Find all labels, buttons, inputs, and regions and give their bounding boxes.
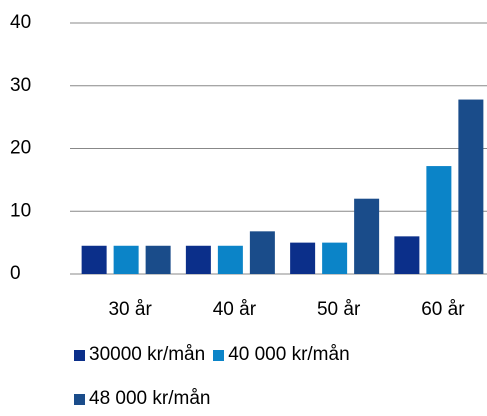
legend-label: 30000 kr/mån xyxy=(89,344,206,365)
y-tick-label: 20 xyxy=(10,138,31,159)
x-tick-label: 40 år xyxy=(213,299,257,320)
bar xyxy=(249,231,275,274)
bar xyxy=(185,245,211,274)
legend-swatch xyxy=(213,349,225,361)
legend-item: 48 000 kr/mån xyxy=(74,388,210,410)
bar xyxy=(113,245,139,274)
legend-item: 40 000 kr/mån xyxy=(213,344,350,366)
legend: 30000 kr/mån 40 000 kr/mån 48 000 kr/mån xyxy=(74,344,404,410)
bar xyxy=(354,198,380,274)
bar xyxy=(81,245,107,274)
x-tick-label: 50 år xyxy=(317,299,361,320)
bar xyxy=(322,242,348,274)
legend-item: 30000 kr/mån xyxy=(74,344,205,366)
x-tick-label: 60 år xyxy=(421,299,465,320)
plot: 0 10 20 30 40 30 år 40 år 50 år 60 år xyxy=(10,12,487,320)
bar xyxy=(290,242,316,274)
bar xyxy=(217,245,243,274)
y-tick-label: 0 xyxy=(10,263,21,284)
bar xyxy=(458,99,484,275)
bar xyxy=(394,236,420,274)
bar xyxy=(145,245,171,274)
x-tick-label: 30 år xyxy=(108,299,152,320)
legend-label: 48 000 kr/mån xyxy=(89,388,211,409)
y-tick-label: 10 xyxy=(10,200,31,221)
legend-swatch xyxy=(74,349,85,361)
y-tick-label: 40 xyxy=(10,12,31,33)
bar xyxy=(426,166,452,274)
legend-swatch xyxy=(74,393,85,405)
y-tick-label: 30 xyxy=(10,75,31,96)
legend-label: 40 000 kr/mån xyxy=(228,344,350,365)
